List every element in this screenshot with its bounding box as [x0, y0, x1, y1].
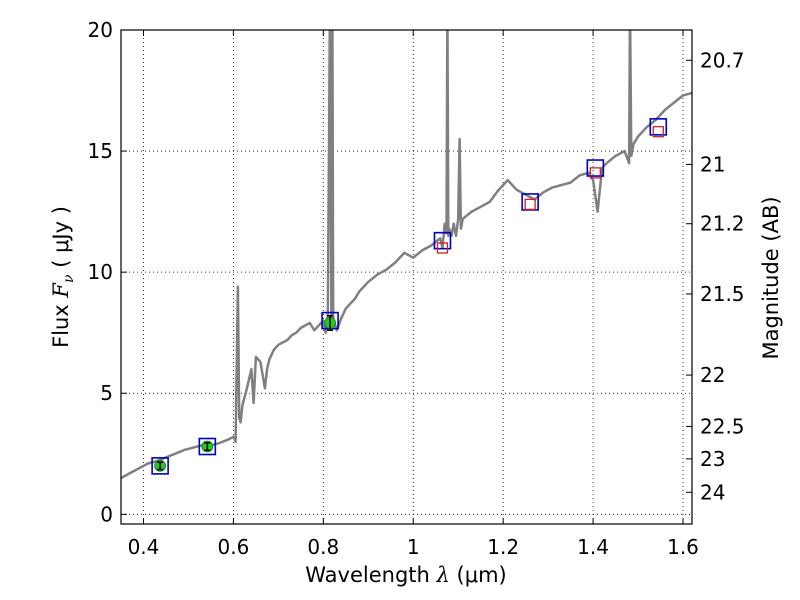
y-tick-label: 5 [100, 381, 113, 405]
model-band-box [433, 231, 452, 250]
mag-tick-label: 21.5 [700, 282, 745, 306]
predicted-point [436, 242, 449, 254]
photometry-markers [151, 118, 668, 475]
x-tick-label: 0.6 [217, 535, 249, 559]
spectrum-line [121, 30, 692, 480]
model-band-box [151, 457, 169, 475]
y-tick-label: 10 [88, 260, 113, 284]
predicted-point [589, 167, 601, 179]
x-tick-label: 1 [407, 535, 420, 559]
y-axis-title: Flux Fν ( μJy ) [49, 206, 77, 348]
model-band-box [198, 437, 217, 456]
x-tick-label: 1.6 [667, 535, 699, 559]
predicted-point [652, 126, 664, 138]
model-band-box [649, 118, 668, 136]
y2-axis-title: Magnitude (AB) [759, 196, 783, 359]
axis-ticks: 0.4 0.6 0.8 1 1.2 1.4 1.6 0 5 10 15 20 20.7 21 21.2 21.… [88, 18, 745, 559]
mag-tick-label: 21.2 [700, 212, 745, 236]
mag-tick-label: 24 [700, 480, 725, 504]
mag-tick-label: 23 [700, 447, 725, 471]
y-tick-label: 15 [88, 139, 113, 163]
mag-tick-label: 21 [700, 152, 725, 176]
y-tick-label: 20 [88, 18, 113, 42]
x-tick-label: 0.8 [307, 535, 339, 559]
mag-tick-label: 22.5 [700, 414, 745, 438]
plot-area [121, 30, 692, 524]
model-band-box [586, 159, 605, 177]
mag-tick-label: 22 [700, 363, 725, 387]
x-tick-label: 1.4 [577, 535, 609, 559]
y-tick-label: 0 [100, 502, 113, 526]
x-axis-title: Wavelength λ (μm) [305, 563, 506, 587]
predicted-point [524, 198, 536, 211]
x-tick-label: 0.4 [128, 535, 160, 559]
plot-frame [120, 29, 693, 525]
x-tick-label: 1.2 [487, 535, 519, 559]
plot-layer [121, 30, 692, 480]
mag-tick-label: 20.7 [700, 48, 745, 72]
